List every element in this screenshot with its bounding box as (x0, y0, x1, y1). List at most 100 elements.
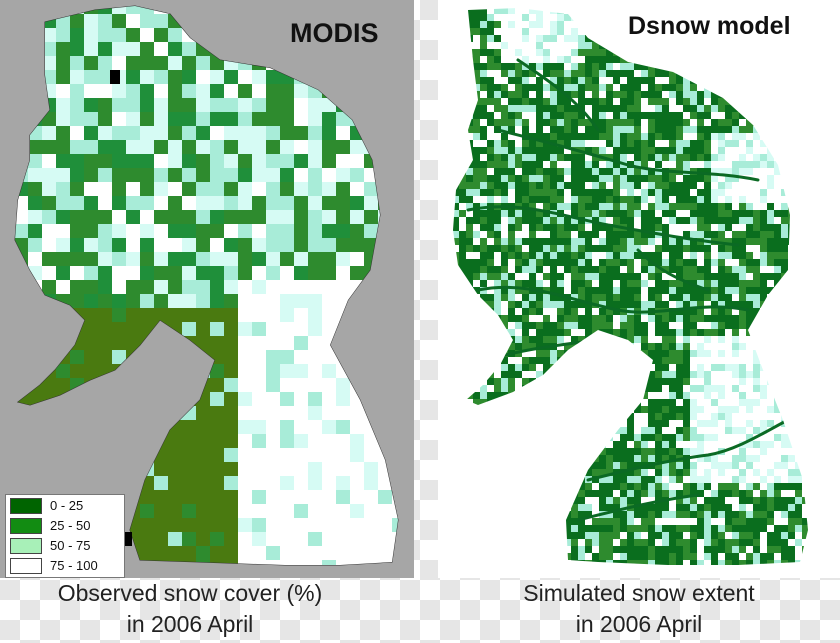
snow-extent-pixel (473, 427, 480, 434)
snow-extent-pixel (760, 245, 767, 252)
snow-extent-pixel (788, 399, 795, 406)
snow-cover-cell (15, 322, 28, 336)
snow-extent-pixel (788, 378, 795, 385)
snow-cover-cell (266, 238, 280, 252)
snow-cover-cell (126, 420, 140, 434)
snow-extent-pixel (620, 427, 627, 434)
snow-extent-pixel (445, 231, 452, 238)
snow-extent-pixel (788, 280, 795, 287)
snow-extent-pixel (809, 434, 816, 441)
snow-extent-pixel (613, 441, 620, 448)
snow-cover-cell (56, 42, 70, 56)
snow-cover-cell (15, 6, 28, 14)
snow-extent-pixel (746, 182, 753, 189)
snow-extent-pixel (816, 392, 823, 399)
snow-extent-pixel (592, 371, 599, 378)
snow-extent-pixel (557, 364, 564, 371)
snow-cover-cell (154, 546, 168, 560)
snow-extent-pixel (753, 399, 760, 406)
snow-extent-pixel (599, 329, 606, 336)
snow-extent-pixel (795, 329, 802, 336)
snow-extent-pixel (669, 126, 676, 133)
snow-cover-cell (224, 532, 238, 546)
snow-extent-pixel (571, 301, 578, 308)
snow-extent-pixel (529, 357, 536, 364)
snow-cover-cell (182, 378, 196, 392)
snow-extent-pixel (445, 343, 452, 350)
snow-cover-cell (56, 252, 70, 266)
snow-extent-pixel (781, 196, 788, 203)
snow-extent-pixel (592, 441, 599, 448)
snow-extent-pixel (459, 42, 466, 49)
snow-cover-cell (406, 322, 414, 336)
snow-cover-cell (238, 420, 252, 434)
snow-cover-cell (126, 518, 140, 532)
snow-extent-pixel (655, 84, 662, 91)
snow-extent-pixel (529, 294, 536, 301)
snow-extent-pixel (809, 294, 816, 301)
snow-extent-pixel (739, 98, 746, 105)
snow-cover-cell (112, 420, 126, 434)
snow-extent-pixel (578, 91, 585, 98)
snow-extent-pixel (529, 168, 536, 175)
snow-extent-pixel (725, 266, 732, 273)
snow-extent-pixel (613, 420, 620, 427)
snow-extent-pixel (697, 168, 704, 175)
snow-extent-pixel (816, 301, 823, 308)
snow-cover-cell (308, 504, 322, 518)
snow-extent-pixel (459, 413, 466, 420)
snow-extent-pixel (599, 343, 606, 350)
snow-extent-pixel (613, 28, 620, 35)
snow-extent-pixel (613, 175, 620, 182)
snow-extent-pixel (466, 56, 473, 63)
snow-extent-pixel (774, 231, 781, 238)
snow-extent-pixel (669, 77, 676, 84)
snow-extent-pixel (823, 105, 830, 112)
snow-cover-cell (126, 42, 140, 56)
snow-extent-pixel (459, 273, 466, 280)
snow-extent-pixel (788, 294, 795, 301)
snow-extent-pixel (739, 189, 746, 196)
snow-extent-pixel (550, 77, 557, 84)
snow-extent-pixel (669, 336, 676, 343)
snow-extent-pixel (697, 217, 704, 224)
snow-cover-cell (182, 112, 196, 126)
snow-extent-pixel (585, 154, 592, 161)
snow-cover-cell (98, 28, 112, 42)
snow-extent-pixel (641, 364, 648, 371)
snow-extent-pixel (585, 315, 592, 322)
snow-extent-pixel (732, 294, 739, 301)
snow-extent-pixel (655, 112, 662, 119)
snow-extent-pixel (802, 238, 808, 245)
snow-cover-cell (28, 56, 42, 70)
snow-extent-pixel (613, 287, 620, 294)
snow-extent-pixel (536, 245, 543, 252)
snow-cover-cell (224, 546, 238, 560)
snow-extent-pixel (571, 259, 578, 266)
snow-extent-pixel (543, 308, 550, 315)
snow-extent-pixel (445, 77, 452, 84)
snow-extent-pixel (725, 378, 732, 385)
snow-extent-pixel (718, 266, 725, 273)
snow-extent-pixel (816, 147, 823, 154)
snow-extent-pixel (606, 126, 613, 133)
snow-cover-cell (336, 168, 350, 182)
snow-extent-pixel (459, 420, 466, 427)
snow-extent-pixel (557, 189, 564, 196)
snow-extent-pixel (599, 35, 606, 42)
snow-extent-pixel (760, 322, 767, 329)
snow-extent-pixel (781, 427, 788, 434)
snow-extent-pixel (704, 364, 711, 371)
snow-extent-pixel (655, 406, 662, 413)
snow-extent-pixel (823, 434, 830, 441)
snow-extent-pixel (501, 245, 508, 252)
snow-cover-cell (238, 224, 252, 238)
snow-cover-cell (406, 28, 414, 42)
snow-cover-cell (392, 154, 398, 168)
snow-extent-pixel (592, 413, 599, 420)
snow-extent-pixel (676, 42, 683, 49)
snow-extent-pixel (487, 420, 494, 427)
snow-extent-pixel (480, 119, 487, 126)
snow-extent-pixel (529, 392, 536, 399)
snow-extent-pixel (732, 252, 739, 259)
